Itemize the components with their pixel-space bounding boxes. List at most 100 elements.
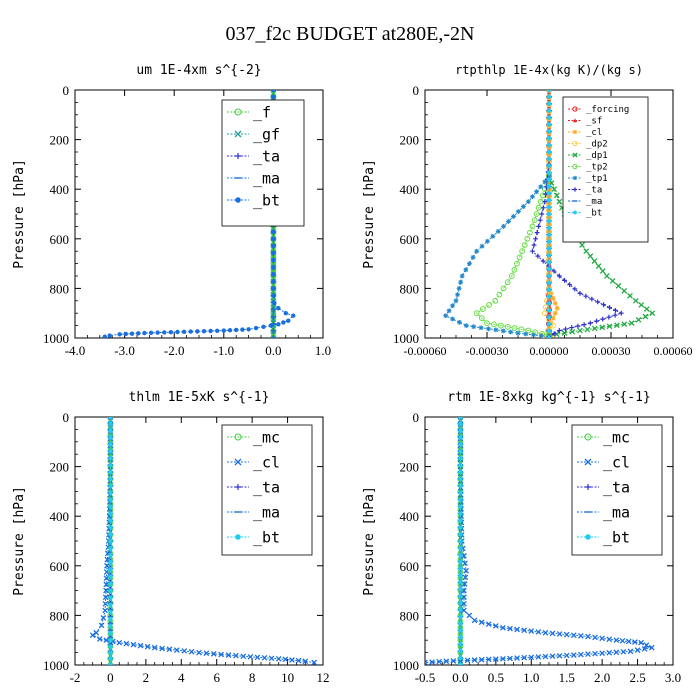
y-tick-label: 800 xyxy=(400,281,420,296)
data-point-tp2 xyxy=(486,302,492,308)
data-point-cl xyxy=(507,655,513,662)
data-point-dp1 xyxy=(621,321,628,328)
legend-label: _cl xyxy=(586,128,602,138)
data-point-bt xyxy=(102,334,107,338)
x-tick-label: 0.00060 xyxy=(654,344,693,358)
data-point-dp2 xyxy=(546,90,552,93)
legend-box xyxy=(221,424,313,556)
data-point-bt xyxy=(546,294,552,299)
data-point-bt xyxy=(195,329,200,334)
legend-marker-bt xyxy=(235,197,241,203)
data-point-bt xyxy=(108,483,113,489)
x-tick-label: 3.0 xyxy=(665,670,681,685)
legend-label: _bt xyxy=(253,191,280,209)
data-point-bt xyxy=(458,587,463,592)
data-point-bt xyxy=(458,525,463,530)
data-point-bt xyxy=(458,490,463,495)
data-point-bt xyxy=(458,545,463,551)
legend-label: _tp1 xyxy=(586,174,608,184)
data-point-cl xyxy=(103,575,110,582)
legend-marker-cl xyxy=(584,458,592,466)
legend-label: _bt xyxy=(253,528,280,546)
data-point-dp1 xyxy=(643,306,650,312)
data-point-tp1 xyxy=(530,194,535,200)
data-point-ta xyxy=(583,293,589,299)
data-point-bt xyxy=(546,149,552,155)
data-point-cl xyxy=(619,637,626,644)
x-tick-label: -1.0 xyxy=(214,343,235,358)
data-point-bt xyxy=(271,229,276,234)
data-point-cl xyxy=(535,654,542,660)
data-point-tp1 xyxy=(495,228,501,234)
data-point-cl xyxy=(599,635,606,642)
data-point-ta xyxy=(531,242,537,248)
legend-label: _dp2 xyxy=(586,140,608,150)
data-point-ta xyxy=(536,224,542,229)
y-tick-label: 600 xyxy=(50,232,70,247)
data-point-cl xyxy=(552,310,558,316)
data-point-cl xyxy=(632,639,638,645)
data-point-bt xyxy=(458,421,463,427)
data-point-cl xyxy=(507,625,513,632)
data-point-dp1 xyxy=(635,316,642,323)
data-point-dp1 xyxy=(628,320,635,326)
data-point-cl xyxy=(102,600,109,607)
y-axis-label: Pressure [hPa] xyxy=(12,159,27,269)
y-tick-label: 800 xyxy=(50,608,70,623)
series-line-tp2 xyxy=(475,176,550,337)
data-point-cl xyxy=(641,646,648,652)
data-point-cl xyxy=(100,615,107,621)
data-point-bt xyxy=(108,456,113,461)
data-point-bt xyxy=(162,330,167,335)
y-tick-label: 0 xyxy=(63,410,70,425)
x-tick-label: -2 xyxy=(70,670,81,685)
data-point-cl xyxy=(485,621,492,627)
data-point-bt xyxy=(546,328,552,334)
data-point-dp1 xyxy=(583,248,590,255)
data-point-bt xyxy=(458,511,463,516)
x-tick-label: 0.5 xyxy=(488,670,504,685)
data-point-cl xyxy=(429,659,435,665)
x-tick-label: 10 xyxy=(281,670,294,685)
data-point-tp1 xyxy=(485,238,490,244)
data-point-cl xyxy=(643,642,650,649)
data-point-bt xyxy=(148,330,154,336)
data-point-cl xyxy=(302,658,309,665)
x-tick-label: 6 xyxy=(213,670,220,685)
data-point-cl xyxy=(563,652,570,659)
legend-marker-dp1 xyxy=(572,152,578,158)
data-point-tp1 xyxy=(463,323,469,328)
legend-marker-mc xyxy=(234,433,242,441)
data-point-cl xyxy=(466,612,473,619)
legend-box xyxy=(562,96,649,243)
data-point-ta xyxy=(581,322,587,328)
data-point-bt xyxy=(108,476,113,482)
data-point-bt xyxy=(458,614,463,619)
data-point-bt xyxy=(458,469,463,475)
data-point-cl xyxy=(268,655,275,662)
x-tick-label: -4.0 xyxy=(65,343,86,358)
data-point-bt xyxy=(246,327,251,332)
data-point-bt xyxy=(546,301,552,306)
data-point-ta xyxy=(572,286,578,292)
data-point-bt xyxy=(271,243,276,249)
data-point-cl xyxy=(107,417,114,420)
data-point-cl xyxy=(492,623,499,629)
data-point-cl xyxy=(471,617,478,624)
y-axis-label: Pressure [hPa] xyxy=(362,159,377,269)
legend-marker-cl xyxy=(234,458,242,466)
data-point-cl xyxy=(549,630,556,637)
data-point-cl xyxy=(634,647,641,653)
data-point-cl xyxy=(463,567,469,574)
data-point-cl xyxy=(103,587,109,594)
data-point-tp1 xyxy=(508,329,514,335)
data-point-bt xyxy=(286,318,291,323)
chart-panel-1: um 1E-4xm s^{-2} Pressure [hPa] -4.0 -3.0 -2… xyxy=(12,63,331,358)
data-point-dp1 xyxy=(632,297,639,304)
data-point-dp1 xyxy=(638,302,645,308)
x-tick-label: -0.5 xyxy=(415,670,436,685)
data-point-bt xyxy=(108,552,113,558)
y-tick-label: 1000 xyxy=(43,658,69,673)
x-tick-label: -2.0 xyxy=(164,343,185,358)
data-point-cl xyxy=(638,639,644,646)
